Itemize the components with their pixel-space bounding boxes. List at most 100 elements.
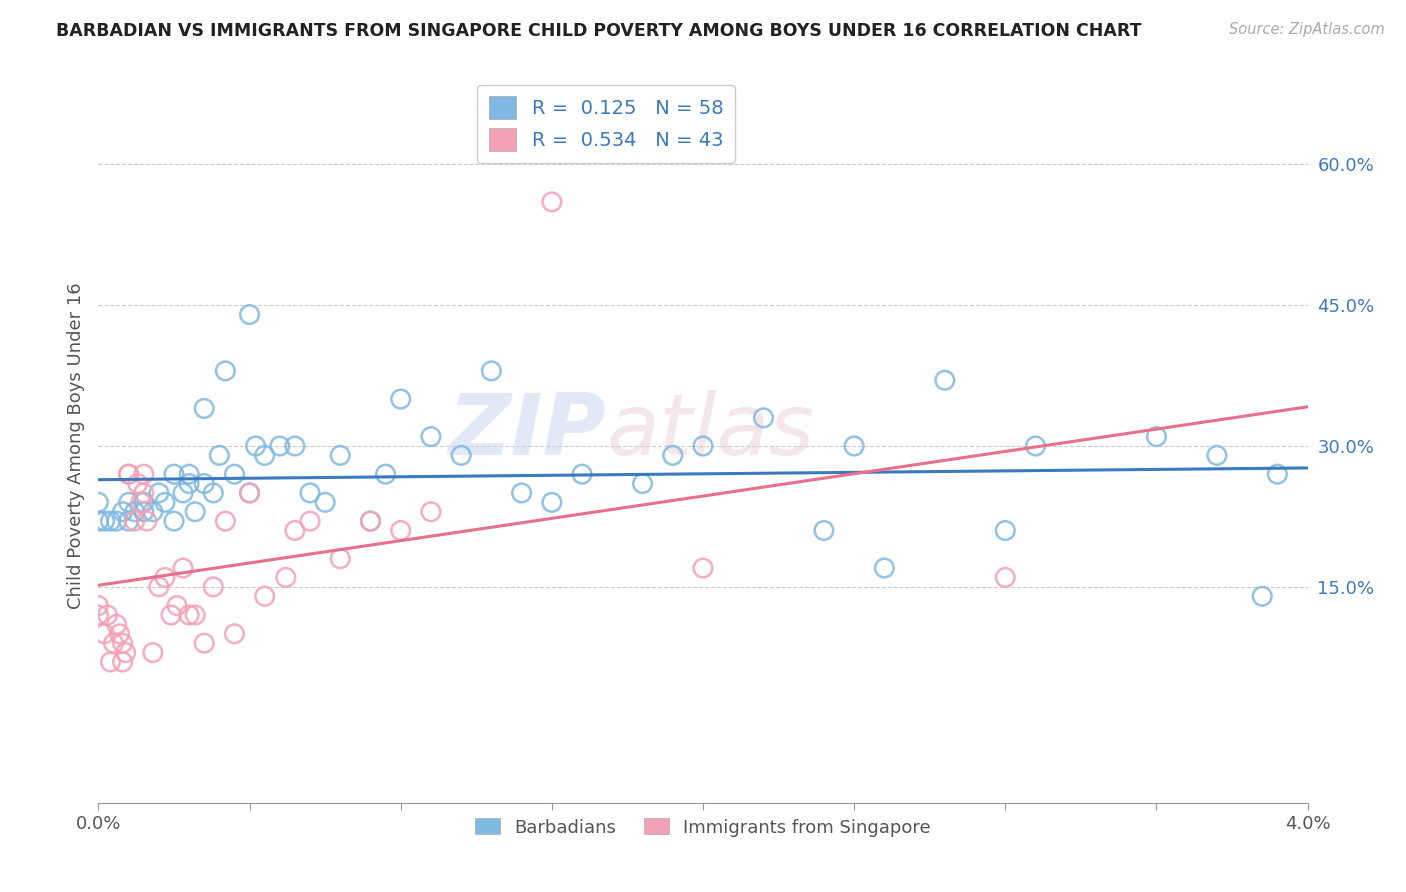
Point	[172, 561, 194, 575]
Point	[360, 514, 382, 528]
Point	[153, 495, 176, 509]
Point	[1206, 449, 1229, 463]
Point	[193, 476, 215, 491]
Point	[224, 627, 246, 641]
Point	[389, 392, 412, 406]
Point	[224, 467, 246, 482]
Point	[239, 308, 262, 322]
Point	[1024, 439, 1046, 453]
Point	[420, 505, 443, 519]
Point	[692, 561, 714, 575]
Point	[111, 655, 134, 669]
Point	[87, 607, 110, 622]
Point	[87, 495, 110, 509]
Point	[132, 495, 155, 509]
Point	[269, 439, 291, 453]
Point	[87, 599, 110, 613]
Point	[153, 570, 176, 584]
Point	[179, 607, 201, 622]
Point	[284, 439, 307, 453]
Point	[214, 514, 236, 528]
Point	[93, 627, 115, 641]
Text: BARBADIAN VS IMMIGRANTS FROM SINGAPORE CHILD POVERTY AMONG BOYS UNDER 16 CORRELA: BARBADIAN VS IMMIGRANTS FROM SINGAPORE C…	[56, 22, 1142, 40]
Point	[329, 551, 352, 566]
Text: atlas: atlas	[606, 390, 814, 474]
Point	[239, 486, 262, 500]
Point	[184, 607, 207, 622]
Point	[934, 373, 956, 387]
Text: Source: ZipAtlas.com: Source: ZipAtlas.com	[1229, 22, 1385, 37]
Point	[1267, 467, 1289, 482]
Point	[148, 486, 170, 500]
Point	[202, 580, 225, 594]
Point	[374, 467, 396, 482]
Point	[299, 514, 322, 528]
Point	[124, 505, 146, 519]
Point	[184, 505, 207, 519]
Point	[124, 514, 146, 528]
Point	[274, 570, 297, 584]
Point	[132, 505, 155, 519]
Point	[450, 449, 472, 463]
Point	[245, 439, 267, 453]
Point	[813, 524, 835, 538]
Point	[135, 514, 157, 528]
Point	[105, 617, 128, 632]
Point	[844, 439, 866, 453]
Point	[148, 580, 170, 594]
Point	[540, 194, 562, 209]
Point	[631, 476, 654, 491]
Point	[111, 505, 134, 519]
Point	[179, 467, 201, 482]
Point	[253, 589, 276, 603]
Point	[163, 514, 186, 528]
Point	[239, 486, 262, 500]
Point	[142, 646, 165, 660]
Point	[193, 636, 215, 650]
Point	[329, 449, 352, 463]
Point	[100, 514, 122, 528]
Point	[193, 401, 215, 416]
Point	[118, 514, 141, 528]
Point	[253, 449, 276, 463]
Point	[314, 495, 336, 509]
Point	[692, 439, 714, 453]
Point	[114, 646, 136, 660]
Point	[96, 607, 118, 622]
Point	[873, 561, 896, 575]
Point	[103, 636, 125, 650]
Point	[284, 524, 307, 538]
Point	[100, 655, 122, 669]
Legend: Barbadians, Immigrants from Singapore: Barbadians, Immigrants from Singapore	[468, 811, 938, 844]
Point	[111, 636, 134, 650]
Y-axis label: Child Poverty Among Boys Under 16: Child Poverty Among Boys Under 16	[66, 283, 84, 609]
Point	[571, 467, 593, 482]
Point	[127, 476, 149, 491]
Point	[118, 495, 141, 509]
Point	[1146, 429, 1168, 443]
Point	[160, 607, 183, 622]
Point	[420, 429, 443, 443]
Point	[661, 449, 683, 463]
Point	[208, 449, 231, 463]
Point	[129, 495, 152, 509]
Text: ZIP: ZIP	[449, 390, 606, 474]
Point	[172, 486, 194, 500]
Point	[118, 467, 141, 482]
Point	[142, 505, 165, 519]
Point	[752, 410, 775, 425]
Point	[132, 467, 155, 482]
Point	[214, 364, 236, 378]
Point	[299, 486, 322, 500]
Point	[1251, 589, 1274, 603]
Point	[994, 570, 1017, 584]
Point	[132, 486, 155, 500]
Point	[202, 486, 225, 500]
Point	[166, 599, 188, 613]
Point	[118, 467, 141, 482]
Point	[481, 364, 503, 378]
Point	[360, 514, 382, 528]
Point	[87, 514, 110, 528]
Point	[179, 476, 201, 491]
Point	[994, 524, 1017, 538]
